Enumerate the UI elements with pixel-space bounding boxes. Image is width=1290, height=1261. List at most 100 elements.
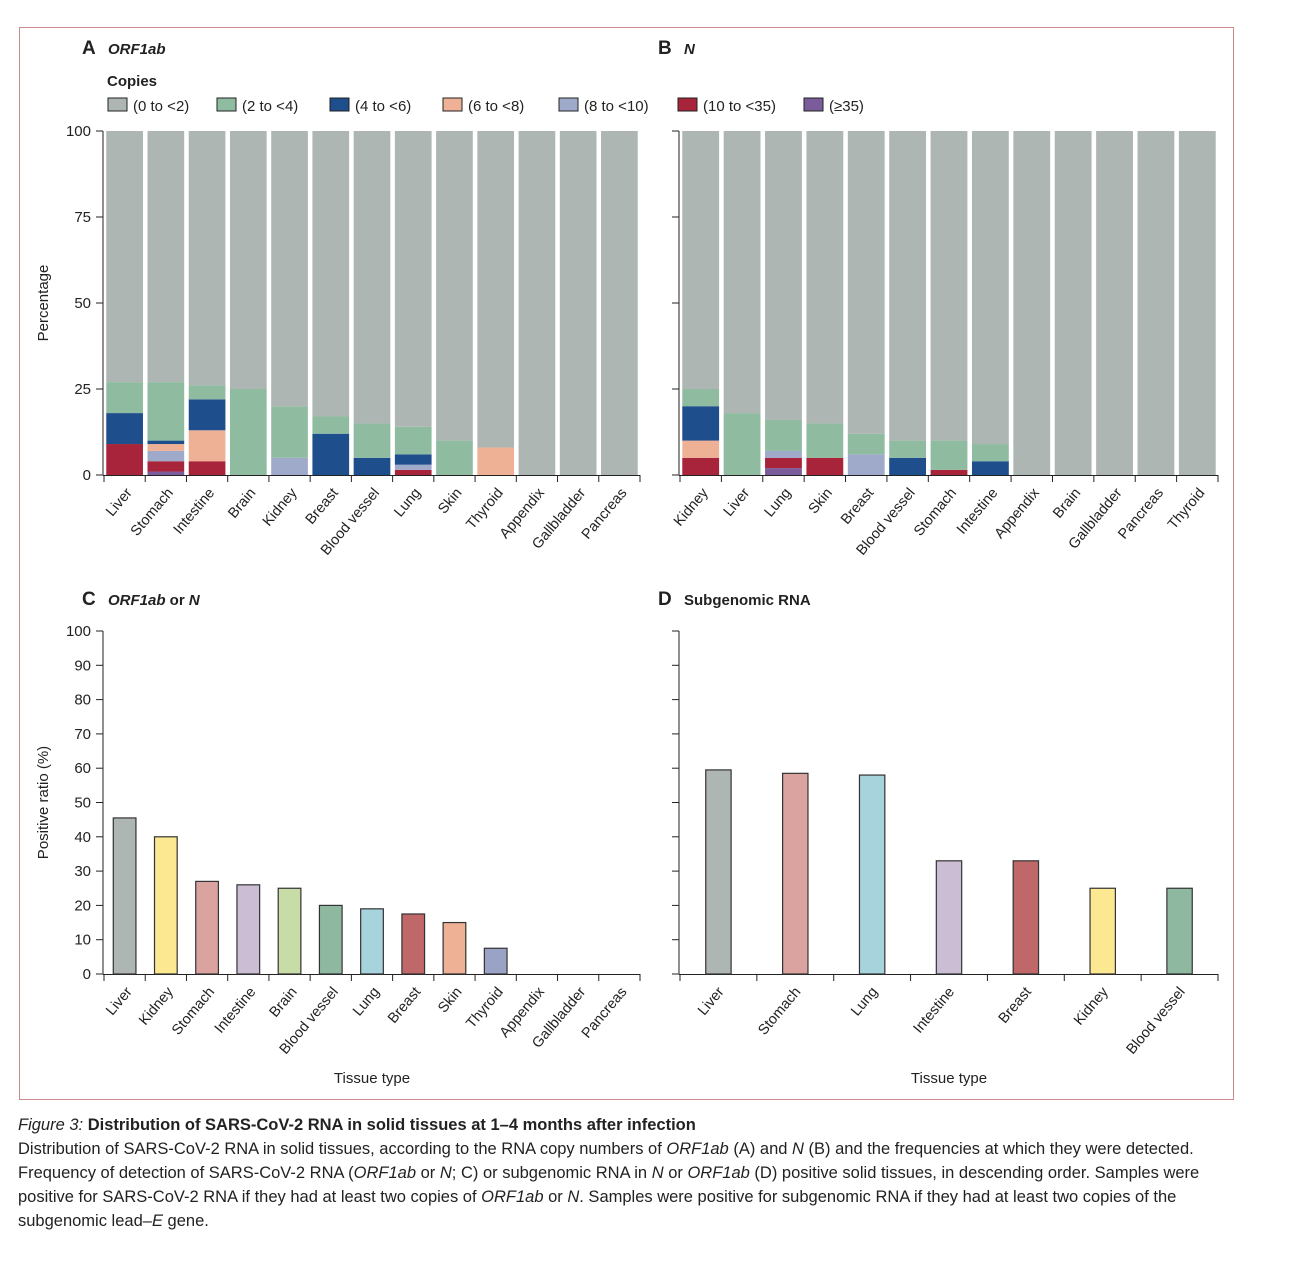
- bar-segment-liver-2-to-4: [106, 382, 143, 414]
- y-tick-label: 0: [83, 467, 91, 484]
- bar-segment-liver-0-to-2: [106, 131, 143, 383]
- bar-segment-lung-8-to-10: [394, 464, 432, 470]
- bar-segment-stomach-0-to-2: [147, 131, 185, 383]
- bar-segment-liver-10-to-35: [106, 444, 143, 475]
- x-tick-label: Intestine: [212, 984, 259, 1036]
- bar-segment-lung-4-to-6: [394, 454, 432, 465]
- x-tick-label: Skin: [806, 485, 836, 517]
- bar-segment-breast-8-to-10: [847, 454, 885, 475]
- legend-label: (≥35): [829, 98, 864, 115]
- x-tick-label: Skin: [435, 485, 465, 517]
- bar-segment-lung-35: [765, 468, 802, 475]
- y-tick-label: 10: [74, 932, 91, 949]
- y-tick-label: 40: [74, 829, 91, 846]
- x-tick-label: Lung: [848, 984, 881, 1019]
- legend-swatch: [329, 97, 350, 112]
- bar-segment-stomach-6-to-8: [147, 444, 185, 451]
- bar-segment-kidney-8-to-10: [271, 457, 308, 475]
- legend-label: (6 to <8): [468, 98, 524, 115]
- bar-segment-skin-2-to-4: [806, 423, 844, 458]
- bar-blood-vessel: [318, 904, 343, 975]
- y-tick-label: 90: [74, 657, 91, 674]
- panel-letter: D: [658, 589, 672, 610]
- legend-label: (4 to <6): [355, 98, 411, 115]
- x-tick-label: Lung: [762, 485, 795, 520]
- bar-lung: [858, 774, 886, 975]
- panel-title: Subgenomic RNA: [684, 592, 811, 609]
- y-tick-label: 60: [74, 760, 91, 777]
- x-tick-label: Brain: [267, 984, 301, 1020]
- bar-segment-stomach-2-to-4: [147, 382, 185, 441]
- bar-blood-vessel: [1166, 887, 1193, 975]
- bar-segment-liver-4-to-6: [106, 413, 143, 445]
- x-tick-label: Kidney: [1071, 984, 1112, 1029]
- bar-segment-liver-2-to-4: [723, 413, 761, 475]
- panel-letter: C: [82, 589, 96, 610]
- bar-segment-stomach-4-to-6: [147, 440, 185, 445]
- figure-charts: A ORF1ab0255075100PercentageLiverStomachI…: [35, 38, 1219, 1087]
- caption-label: Figure 3:: [18, 1116, 84, 1134]
- x-axis-label: Tissue type: [334, 1070, 410, 1087]
- y-axis-label: Positive ratio (%): [35, 746, 52, 859]
- bar-segment-blood-vessel-4-to-6: [353, 457, 391, 475]
- bar-segment-kidney-0-to-2: [682, 131, 720, 389]
- x-tick-label: Kidney: [136, 984, 177, 1029]
- bar-segment-lung-2-to-4: [394, 426, 432, 455]
- bar-segment-kidney-2-to-4: [682, 389, 720, 407]
- legend-swatch: [677, 97, 698, 112]
- legend: Copies (0 to <2) (2 to <4) (4 to <6) (6 to <…: [107, 73, 864, 115]
- bar-intestine: [236, 884, 261, 975]
- bar-segment-blood-vessel-2-to-4: [353, 423, 391, 458]
- bar-segment-skin-0-to-2: [806, 131, 844, 424]
- bar-segment-thyroid-0-to-2: [477, 131, 515, 448]
- bar-segment-thyroid-0-to-2: [1178, 131, 1216, 475]
- x-tick-label: Thyroid: [463, 485, 506, 532]
- x-tick-label: Breast: [303, 485, 342, 527]
- bar-segment-lung-2-to-4: [765, 419, 802, 451]
- legend-swatch: [442, 97, 463, 112]
- x-tick-label: Stomach: [911, 485, 960, 539]
- x-tick-label: Breast: [996, 984, 1035, 1026]
- y-tick-label: 20: [74, 897, 91, 914]
- bar-segment-appendix-0-to-2: [1013, 131, 1051, 475]
- bar-segment-pancreas-0-to-2: [1137, 131, 1175, 475]
- y-tick-label: 100: [66, 623, 91, 640]
- bar-segment-skin-10-to-35: [806, 457, 844, 475]
- bar-kidney: [153, 836, 178, 975]
- x-tick-label: Intestine: [911, 984, 958, 1036]
- y-tick-label: 50: [74, 295, 91, 312]
- legend-item-4: (8 to <10): [558, 97, 649, 115]
- y-tick-label: 100: [66, 123, 91, 140]
- x-tick-label: Intestine: [171, 485, 218, 537]
- bar-segment-pancreas-0-to-2: [601, 131, 638, 475]
- bar-liver: [705, 769, 732, 975]
- x-tick-label: Brain: [225, 485, 259, 521]
- legend-label: (8 to <10): [584, 98, 649, 115]
- bar-segment-intestine-0-to-2: [971, 131, 1009, 445]
- legend-item-1: (2 to <4): [216, 97, 298, 115]
- panel-title: ORF1ab: [108, 41, 166, 58]
- bar-segment-stomach-35: [147, 471, 185, 475]
- x-tick-label: Stomach: [128, 485, 177, 539]
- x-tick-label: Breast: [838, 485, 877, 527]
- legend-swatch: [558, 97, 579, 112]
- y-tick-label: 50: [74, 795, 91, 812]
- bar-segment-lung-8-to-10: [765, 450, 802, 458]
- bar-segment-lung-0-to-2: [765, 131, 802, 420]
- y-tick-label: 30: [74, 863, 91, 880]
- x-tick-label: Thyroid: [1165, 485, 1208, 532]
- y-tick-label: 0: [83, 966, 91, 983]
- bar-segment-intestine-10-to-35: [188, 461, 226, 475]
- bar-segment-breast-0-to-2: [847, 131, 885, 434]
- legend-item-2: (4 to <6): [329, 97, 411, 115]
- panel-c: C ORF1ab or N 0 10 20 30 40 50 60 70 80 90 100 Positi…: [35, 589, 641, 1087]
- y-tick-label: 80: [74, 692, 91, 709]
- bar-segment-kidney-6-to-8: [682, 440, 720, 458]
- bar-segment-brain-0-to-2: [229, 131, 267, 389]
- bar-segment-breast-0-to-2: [312, 131, 350, 417]
- legend-label: (10 to <35): [703, 98, 776, 115]
- panel-title: ORF1ab or N: [108, 592, 201, 609]
- x-tick-label: Liver: [103, 984, 136, 1018]
- panel-letter: A: [82, 38, 96, 59]
